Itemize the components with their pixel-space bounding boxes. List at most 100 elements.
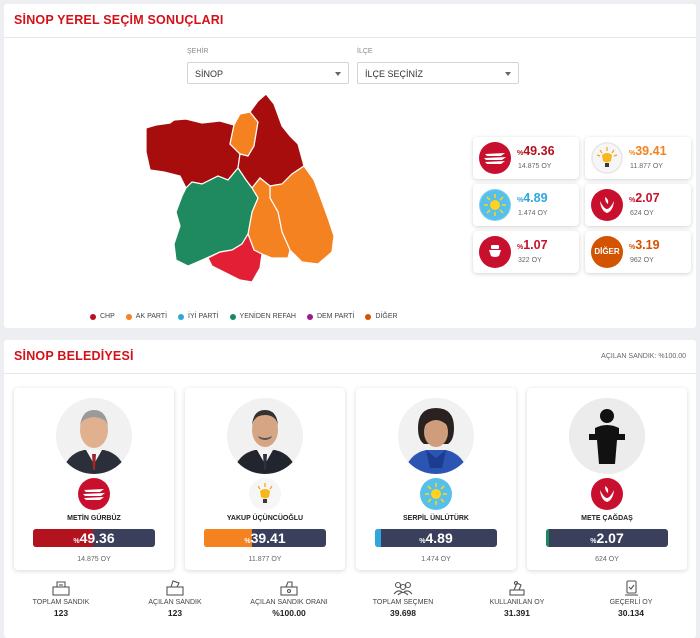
akp-logo-icon bbox=[249, 478, 281, 510]
candidate-card[interactable]: YAKUP ÜÇÜNCÜOĞLU %39.41 11.877 OY bbox=[185, 388, 345, 570]
candidate-vote-bar: %39.41 bbox=[204, 529, 326, 547]
district-label: İLÇE bbox=[357, 48, 373, 55]
city-label: ŞEHİR bbox=[187, 48, 209, 55]
map-district-chp[interactable] bbox=[145, 118, 241, 190]
person-at-podium-icon bbox=[569, 398, 645, 474]
other-logo-icon: DİĞER bbox=[591, 236, 623, 268]
divider bbox=[4, 37, 696, 38]
candidate-percentage: %2.07 bbox=[590, 530, 624, 546]
stat-value: 123 bbox=[167, 608, 183, 618]
legend-item: CHP bbox=[90, 313, 115, 320]
stat-value: 39.698 bbox=[390, 608, 416, 618]
map-district-red[interactable] bbox=[207, 232, 263, 283]
candidate-vote-bar-fill bbox=[375, 529, 381, 547]
opened-ballot-box-icon bbox=[166, 580, 184, 596]
chp-logo-icon bbox=[479, 142, 511, 174]
stat-valid-votes: GEÇERLİ OY 30.134 bbox=[574, 580, 688, 618]
legend-item: DİĞER bbox=[365, 313, 398, 320]
chevron-down-icon bbox=[505, 72, 511, 76]
candidate-votes: 14.875 OY bbox=[77, 556, 111, 563]
candidate-vote-bar: %2.07 bbox=[546, 529, 668, 547]
stat-label: AÇILAN SANDIK ORANI bbox=[250, 599, 328, 606]
result-percentage: %1.07 bbox=[517, 238, 548, 252]
candidate-name: METE ÇAĞDAŞ bbox=[581, 515, 633, 522]
result-card-iyi-parti[interactable]: %4.89 1.474 OY bbox=[473, 184, 579, 226]
party-logo-icon bbox=[479, 236, 511, 268]
akp-logo-icon bbox=[591, 142, 623, 174]
candidate-card[interactable]: METE ÇAĞDAŞ %2.07 624 OY bbox=[527, 388, 687, 570]
candidate-vote-bar-fill bbox=[204, 529, 253, 547]
yeniden-refah-logo-icon bbox=[591, 189, 623, 221]
cast-vote-icon bbox=[509, 580, 525, 596]
candidate-percentage: %39.41 bbox=[244, 530, 286, 546]
candidate-card[interactable]: SERPİL ÜNLÜTÜRK %4.89 1.474 OY bbox=[356, 388, 516, 570]
result-percentage: %3.19 bbox=[629, 238, 660, 252]
stat-opened-ratio: AÇILAN SANDIK ORANI %100.00 bbox=[232, 580, 346, 618]
district-select-placeholder: İLÇE SEÇİNİZ bbox=[365, 69, 424, 79]
panel-title: SİNOP YEREL SEÇİM SONUÇLARI bbox=[14, 13, 224, 27]
result-card-chp[interactable]: %49.36 14.875 OY bbox=[473, 137, 579, 179]
stat-label: GEÇERLİ OY bbox=[609, 599, 653, 606]
city-select-value: SİNOP bbox=[195, 69, 224, 79]
stat-label: TOPLAM SEÇMEN bbox=[372, 599, 434, 606]
candidate-votes: 11.877 OY bbox=[248, 556, 282, 563]
stat-total-ballot-box: TOPLAM SANDIK 123 bbox=[4, 580, 118, 618]
stat-value: 123 bbox=[53, 608, 69, 618]
ballot-ratio-icon bbox=[280, 581, 298, 596]
legend-item: YENİDEN REFAH bbox=[229, 313, 296, 320]
chp-logo-icon bbox=[78, 478, 110, 510]
candidate-vote-bar: %4.89 bbox=[375, 529, 497, 547]
legend-item: DEM PARTİ bbox=[306, 313, 354, 320]
candidate-name: METİN GÜRBÜZ bbox=[67, 515, 121, 522]
candidate-placeholder-photo bbox=[569, 398, 645, 474]
legend-item: İYİ PARTİ bbox=[178, 313, 219, 320]
candidate-card[interactable]: METİN GÜRBÜZ %49.36 14.875 OY bbox=[14, 388, 174, 570]
stat-cast-votes: KULLANILAN OY 31.391 bbox=[460, 580, 574, 618]
candidate-percentage: %4.89 bbox=[419, 530, 453, 546]
stat-total-voters: TOPLAM SEÇMEN 39.698 bbox=[346, 580, 460, 618]
candidate-percentage: %49.36 bbox=[73, 530, 115, 546]
result-card-yeniden-refah[interactable]: %2.07 624 OY bbox=[585, 184, 691, 226]
result-percentage: %4.89 bbox=[517, 191, 548, 205]
divider bbox=[4, 373, 696, 374]
result-percentage: %49.36 bbox=[517, 144, 555, 158]
candidate-vote-bar-fill bbox=[546, 529, 549, 547]
valid-vote-icon bbox=[625, 580, 638, 596]
candidate-name: SERPİL ÜNLÜTÜRK bbox=[403, 515, 469, 522]
result-votes: 11.877 OY bbox=[630, 163, 663, 170]
result-votes: 624 OY bbox=[630, 210, 654, 217]
result-votes: 1.474 OY bbox=[518, 210, 548, 217]
district-select[interactable]: İLÇE SEÇİNİZ bbox=[357, 62, 519, 84]
yeniden-refah-logo-icon bbox=[591, 478, 623, 510]
panel-title: SİNOP BELEDİYESİ bbox=[14, 349, 134, 363]
other-logo-text: DİĞER bbox=[594, 247, 620, 256]
opened-ballot-ratio: AÇILAN SANDIK: %100.00 bbox=[601, 353, 686, 360]
result-card-ak-parti[interactable]: %39.41 11.877 OY bbox=[585, 137, 691, 179]
candidate-name: YAKUP ÜÇÜNCÜOĞLU bbox=[226, 515, 304, 522]
candidate-votes: 1.474 OY bbox=[421, 556, 451, 563]
city-select[interactable]: SİNOP bbox=[187, 62, 349, 84]
map-district-akp[interactable] bbox=[269, 165, 335, 265]
voters-icon bbox=[393, 581, 413, 596]
candidate-vote-bar-fill bbox=[33, 529, 94, 547]
candidate-photo bbox=[56, 398, 132, 474]
chevron-down-icon bbox=[335, 72, 341, 76]
result-card-other-party[interactable]: %1.07 322 OY bbox=[473, 231, 579, 273]
stat-label: KULLANILAN OY bbox=[489, 599, 545, 606]
result-percentage: %39.41 bbox=[629, 144, 667, 158]
municipality-panel: SİNOP BELEDİYESİ AÇILAN SANDIK: %100.00 … bbox=[4, 340, 696, 638]
candidate-photo bbox=[398, 398, 474, 474]
iyi-parti-logo-icon bbox=[479, 189, 511, 221]
iyi-parti-logo-icon bbox=[420, 478, 452, 510]
result-percentage: %2.07 bbox=[629, 191, 660, 205]
result-votes: 962 OY bbox=[630, 257, 654, 264]
result-card-diger[interactable]: DİĞER %3.19 962 OY bbox=[585, 231, 691, 273]
map-legend: CHP AK PARTİ İYİ PARTİ YENİDEN REFAH DEM… bbox=[90, 313, 409, 320]
district-map bbox=[145, 93, 335, 283]
result-votes: 322 OY bbox=[518, 257, 542, 264]
stat-label: TOPLAM SANDIK bbox=[32, 599, 90, 606]
stat-value: 30.134 bbox=[618, 608, 644, 618]
stat-value: 31.391 bbox=[504, 608, 530, 618]
stat-value: %100.00 bbox=[272, 608, 306, 618]
stat-opened-ballot-box: AÇILAN SANDIK 123 bbox=[118, 580, 232, 618]
